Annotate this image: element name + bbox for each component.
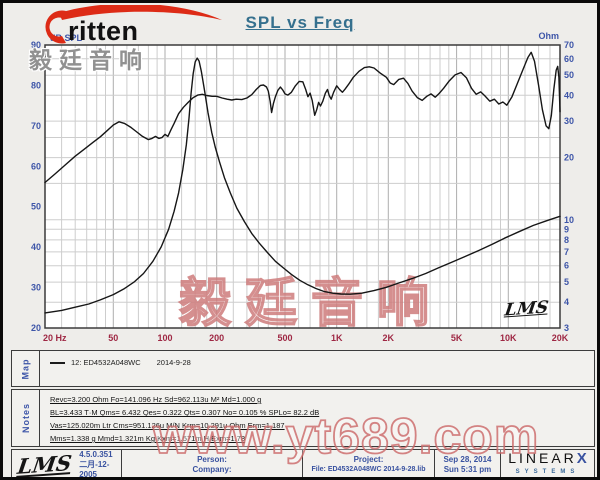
notes-label-cell: Notes xyxy=(12,390,40,446)
y-right-tick: 20 xyxy=(564,153,574,163)
linearx-name: LINEARX xyxy=(508,449,587,467)
spl-vs-freq-chart: 毅廷音响908070605040302070605040302010987654… xyxy=(31,31,574,343)
brand-chinese-text: 毅廷音响 xyxy=(29,47,149,73)
notes-line-3: Vas=125.020m Ltr Cms=951.126u M/N Krm=10… xyxy=(50,421,285,430)
page-title: SPL vs Freq xyxy=(245,13,355,32)
date-line1: Sep 28, 2014 xyxy=(443,454,492,464)
eritten-logo: ritten xyxy=(45,5,222,46)
legend-line-swatch xyxy=(50,361,65,364)
y-right-tick: 3 xyxy=(564,323,569,333)
y-left-tick: 90 xyxy=(31,40,41,50)
map-label-cell: Map xyxy=(12,351,40,386)
x-tick: 20K xyxy=(552,333,569,343)
lms-chart-logo: LMS xyxy=(503,297,550,321)
y-left-tick: 30 xyxy=(31,283,41,293)
y-left-axis-label: dB SPL xyxy=(50,33,83,43)
footer-person-cell: Person: Company: xyxy=(122,450,303,477)
y-left-tick: 80 xyxy=(31,80,41,90)
y-right-tick: 60 xyxy=(564,54,574,64)
watermark-site: www.yt689.com xyxy=(152,407,540,465)
footer-lms-cell: LMS 4.5.0.351 二月-12-2005 xyxy=(12,449,122,479)
y-left-tick: 20 xyxy=(31,323,41,333)
impedance-curve xyxy=(44,57,561,314)
version-date: 二月-12-2005 xyxy=(79,459,110,479)
y-right-tick: 10 xyxy=(564,215,574,225)
version-number: 4.5.0.351 xyxy=(79,449,113,459)
company-label: Company: xyxy=(192,464,232,474)
lms-footer-logo: LMS xyxy=(15,449,74,479)
y-left-tick: 50 xyxy=(31,202,41,212)
date-line2: Sun 5:31 pm xyxy=(443,464,492,474)
plot-border xyxy=(44,44,561,329)
map-box: Map 12: ED4532A048WC 2014-9-28 xyxy=(11,350,595,387)
person-label: Person: xyxy=(197,454,227,464)
y-right-tick: 9 xyxy=(564,224,569,234)
x-tick: 10K xyxy=(500,333,517,343)
y-right-tick: 4 xyxy=(564,297,569,307)
x-tick: 5K xyxy=(451,333,463,343)
notes-label: Notes xyxy=(20,402,31,434)
y-right-tick: 40 xyxy=(564,90,574,100)
linearx-systems: SYSTEMS xyxy=(515,468,580,475)
notes-line-2: BL=3.433 T·M Qms= 6.432 Qes= 0.322 Qts= … xyxy=(50,408,320,417)
x-tick: 500 xyxy=(277,333,292,343)
brand-text: ritten xyxy=(68,16,139,46)
x-tick: 20 Hz xyxy=(43,333,67,343)
legend-row: 12: ED4532A048WC 2014-9-28 xyxy=(40,351,191,367)
x-tick: 50 xyxy=(108,333,118,343)
linearx-logo: LINEARX SYSTEMS xyxy=(501,449,594,477)
y-right-tick: 70 xyxy=(564,40,574,50)
y-right-tick: 50 xyxy=(564,70,574,80)
notes-box: Notes Revc=3.200 Ohm Fo=141.096 Hz Sd=96… xyxy=(11,389,595,447)
map-label: Map xyxy=(20,358,31,379)
y-left-tick: 60 xyxy=(31,161,41,171)
legend-date: 2014-9-28 xyxy=(156,358,191,367)
y-left-tick: 70 xyxy=(31,121,41,131)
watermark-chinese: 毅廷音响 xyxy=(179,274,443,334)
notes-content: Revc=3.200 Ohm Fo=141.096 Hz Sd=962.113u… xyxy=(40,390,319,446)
legend-name: 12: ED4532A048WC xyxy=(71,358,141,367)
brand-swoosh-icon xyxy=(59,5,222,20)
notes-line-1: Revc=3.200 Ohm Fo=141.096 Hz Sd=962.113u… xyxy=(50,395,262,404)
notes-line-4: Mms=1.338 g Mmd=1.321m Kg Kxm=1.571m H E… xyxy=(50,434,246,443)
brand-e-icon xyxy=(45,10,66,44)
footer-project-cell: Project: File: ED4532A048WC 2014-9-28.li… xyxy=(303,450,435,477)
project-label: Project: xyxy=(353,454,384,464)
x-tick: 100 xyxy=(157,333,172,343)
y-right-tick: 6 xyxy=(564,261,569,271)
x-tick: 1K xyxy=(331,333,343,343)
file-label: File: ED4532A048WC 2014-9-28.lib xyxy=(311,465,426,473)
footer-date-cell: Sep 28, 2014 Sun 5:31 pm xyxy=(435,450,501,477)
x-tick: 200 xyxy=(209,333,224,343)
y-left-tick: 40 xyxy=(31,242,41,252)
footer-bar: LMS 4.5.0.351 二月-12-2005 Person: Company… xyxy=(11,449,595,479)
x-tick: 2K xyxy=(383,333,395,343)
y-right-tick: 7 xyxy=(564,247,569,257)
spl-curve xyxy=(44,51,561,184)
y-right-tick: 8 xyxy=(564,235,569,245)
version-block: 4.5.0.351 二月-12-2005 xyxy=(79,449,121,479)
y-right-axis-label: Ohm xyxy=(538,31,559,41)
y-right-tick: 30 xyxy=(564,116,574,126)
y-right-tick: 5 xyxy=(564,277,569,287)
